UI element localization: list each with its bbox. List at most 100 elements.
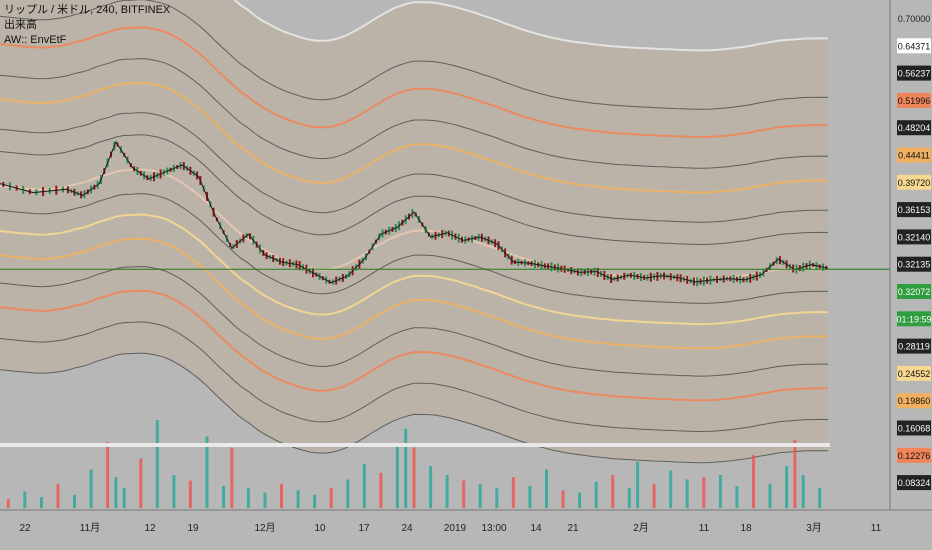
x-tick-label: 19	[187, 523, 199, 534]
y-tick-label: 0.08324	[898, 478, 931, 488]
volume-bar	[6, 499, 10, 508]
y-tick-label: 0.24552	[898, 369, 931, 379]
volume-bar	[495, 488, 499, 508]
y-tick-label: 0.12276	[898, 451, 931, 461]
volume-bar	[404, 428, 408, 508]
volume-bar	[329, 488, 333, 508]
y-tick-badge	[897, 311, 931, 327]
band-line	[0, 134, 829, 246]
volume-bar	[89, 469, 93, 508]
x-axis-panel	[0, 510, 932, 550]
volume-bar	[379, 472, 383, 508]
x-tick-label: 2019	[444, 523, 467, 534]
x-axis-ticks: 22 11月 12 19 12月 10 17 24 2019 13:00 14 21 2月 11 18 3月 1…	[19, 522, 881, 534]
volume-bar	[263, 492, 267, 508]
x-tick-label: 14	[530, 523, 542, 534]
volume-bar	[205, 436, 209, 508]
volume-bar	[445, 475, 449, 508]
y-tick-label: 0.39720	[898, 178, 931, 188]
volume-bar	[528, 486, 532, 508]
volume-bar	[652, 483, 656, 508]
volume-bar	[222, 486, 226, 508]
volume-bar	[429, 466, 433, 508]
band-line	[0, 237, 829, 350]
y-tick-badge	[897, 202, 931, 218]
band-line	[0, 193, 829, 304]
volume-bar	[139, 458, 143, 508]
y-axis-ticks: 0.70000 0.64371 0.56237 0.51996 0.48204 0.444…	[896, 14, 932, 491]
y-tick-badge	[897, 65, 931, 81]
volume-bar	[718, 475, 722, 508]
y-tick-label: 0.48204	[898, 123, 931, 133]
volume-bar	[752, 455, 755, 508]
volume-bar	[768, 483, 772, 508]
x-tick-label: 22	[19, 523, 31, 534]
volume-bar	[172, 475, 176, 508]
y-tick-badge	[897, 284, 931, 299]
band-line	[0, 26, 829, 139]
y-tick-badge	[897, 120, 931, 136]
volume-separator	[0, 443, 830, 447]
band-line	[0, 0, 829, 110]
volume-bar	[785, 466, 789, 508]
volume-bar	[280, 483, 283, 508]
x-tick-label: 12	[144, 523, 156, 534]
y-tick-badge	[897, 447, 931, 463]
volume-bar	[346, 479, 350, 508]
volume-bar	[122, 488, 126, 508]
band-line	[0, 289, 829, 402]
x-tick-label: 11月	[80, 522, 100, 534]
y-tick-label: 0.28119	[898, 342, 930, 352]
x-tick-label: 11	[871, 523, 882, 534]
volume-bar	[296, 490, 300, 508]
volume-bar	[73, 494, 76, 508]
volume-bar	[362, 464, 366, 508]
y-tick-label: 0.32140	[898, 232, 931, 242]
volume-bar	[801, 475, 805, 508]
y-tick-label: 0.32072	[898, 287, 931, 297]
volume-bar	[627, 488, 631, 508]
y-tick-label: 0.51996	[898, 96, 931, 106]
legend-symbol[interactable]: リップル / 米ドル, 240, BITFINEX	[4, 4, 171, 16]
legend-indicator[interactable]: AW:: EnvEtF	[4, 34, 67, 46]
y-tick-badge	[897, 420, 931, 436]
volume-bar	[478, 483, 482, 508]
legend-volume[interactable]: 出来高	[4, 19, 37, 31]
volume-bar	[818, 488, 822, 508]
x-tick-label: 21	[567, 523, 579, 534]
price-line	[0, 140, 829, 284]
y-tick-label: 01:19:59	[896, 314, 931, 324]
y-tick-label: 0.32135	[898, 260, 931, 270]
y-tick-badge	[897, 38, 931, 54]
volume-bar	[578, 492, 582, 508]
volume-bar	[611, 475, 615, 508]
volume-bar	[230, 447, 234, 508]
x-tick-label: 10	[314, 523, 326, 534]
volume-bar	[188, 480, 192, 508]
volume-bar	[462, 480, 466, 508]
volume-bar	[511, 477, 515, 508]
volume-bars	[6, 420, 822, 508]
x-tick-label: 24	[401, 523, 413, 534]
volume-bar	[114, 477, 118, 508]
y-tick-badge	[897, 365, 931, 381]
y-tick-badge	[897, 393, 931, 409]
y-tick-badge	[897, 229, 931, 245]
volume-bar	[106, 442, 110, 508]
volume-bar	[56, 483, 60, 508]
x-tick-label: 17	[358, 523, 370, 534]
y-tick-badge	[897, 475, 931, 491]
y-tick-label: 0.16068	[898, 424, 931, 434]
volume-bar	[39, 497, 43, 508]
y-tick-label: 0.36153	[898, 205, 931, 215]
volume-bar	[412, 447, 416, 508]
y-tick-label: 0.70000	[898, 14, 931, 24]
band-line	[0, 58, 829, 169]
y-tick-label: 0.44411	[898, 151, 930, 161]
band-line	[0, 112, 829, 223]
x-tick-label: 18	[740, 523, 752, 534]
volume-bar	[702, 477, 706, 508]
envelope-bands	[0, 0, 829, 464]
y-tick-label: 0.56237	[898, 69, 931, 79]
